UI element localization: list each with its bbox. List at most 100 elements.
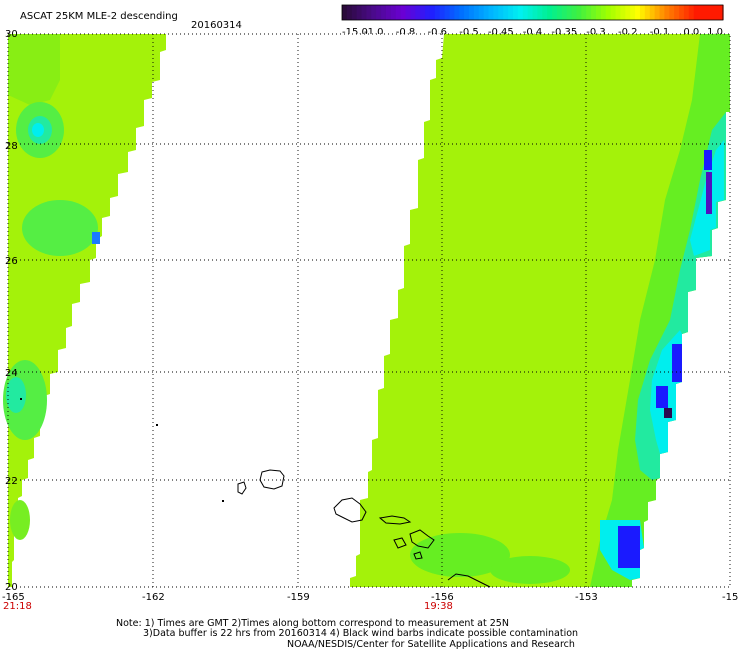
colorbar-swatch [576, 5, 582, 20]
small-island-mark-1 [156, 424, 158, 426]
footer-note-2: 3)Data buffer is 22 hrs from 20160314 4)… [143, 628, 578, 639]
colorbar-swatch [552, 5, 558, 20]
colorbar-swatch [420, 5, 426, 20]
colorbar-swatch [600, 5, 607, 20]
colorbar-swatch [542, 5, 548, 20]
swath-west-teal-2 [6, 377, 26, 413]
small-island-mark-2 [222, 500, 224, 502]
colorbar-swatch [498, 5, 504, 20]
colorbar-tick-label: -1.0 [364, 27, 384, 38]
lon-label-156: -156 [431, 592, 454, 603]
colorbar-swatch [351, 5, 358, 20]
swath-east-dark-1 [664, 408, 672, 418]
colorbar-swatch [503, 5, 509, 20]
colorbar-tick-label: -0.2 [618, 27, 638, 38]
niihau-coastline [237, 481, 247, 495]
colorbar-swatch [610, 5, 617, 20]
time-label-west: 21:18 [3, 601, 32, 612]
lat-label-24: 24 [5, 368, 18, 379]
colorbar-swatch [464, 5, 470, 20]
colorbar-swatch [688, 5, 695, 20]
swath-west-cyan-1 [32, 123, 44, 137]
colorbar-swatch [693, 5, 700, 20]
latitude-labels: 30 28 26 24 22 20 [5, 29, 18, 593]
colorbar-swatch [395, 5, 402, 20]
hawaii-coastlines [20, 398, 491, 588]
colorbar-frame [341, 4, 724, 21]
colorbar-swatch [679, 5, 685, 20]
colorbar-labels: -15.0-1.0 -0.8 -0.6 -0.5 -0.45 -0.4 -0.35 -0.3 -… [342, 27, 723, 38]
lat-label-26: 26 [5, 256, 18, 267]
colorbar-swatch [532, 5, 538, 20]
product-date: 20160314 [191, 20, 242, 31]
colorbar-swatch [698, 5, 705, 20]
swath-east-green-south [410, 533, 510, 577]
colorbar-swatch [454, 5, 460, 20]
colorbar-swatch [644, 5, 651, 20]
colorbar-swatch [713, 5, 719, 20]
swath-west-green-2 [22, 200, 98, 256]
colorbar-swatch [566, 5, 573, 20]
colorbar-swatch [376, 5, 382, 20]
colorbar-swatch [385, 5, 392, 20]
colorbar-swatch [473, 5, 480, 20]
map-panel [3, 33, 731, 588]
product-title: ASCAT 25KM MLE-2 descending [20, 11, 178, 22]
maui-coastline [409, 529, 435, 549]
colorbar-swatch [571, 5, 578, 20]
lon-label-150: -15 [722, 592, 738, 603]
colorbar-swatch [630, 5, 636, 20]
colorbar-swatch [512, 5, 519, 20]
colorbar-swatch [674, 5, 680, 20]
colorbar-swatch [620, 5, 626, 20]
colorbar-swatch [390, 5, 397, 20]
colorbar-swatch [664, 5, 670, 20]
colorbar-swatch [596, 5, 602, 20]
lat-label-22: 22 [5, 476, 18, 487]
swath-west-blue-cell [92, 232, 100, 244]
map-frame [7, 33, 731, 588]
colorbar-swatch [508, 5, 514, 20]
oahu-coastline [333, 497, 367, 523]
lat-label-28: 28 [5, 141, 18, 152]
colorbar-tick-label: -0.35 [551, 27, 577, 38]
colorbar-swatch [649, 5, 656, 20]
colorbar-swatch [469, 5, 475, 20]
colorbar-swatch [625, 5, 631, 20]
colorbar-tick-label: 1.0 [707, 27, 723, 38]
colorbar-swatch [561, 5, 568, 20]
swath-west-green-4 [10, 500, 30, 540]
colorbar-swatch [434, 5, 441, 20]
colorbar-swatch [669, 5, 675, 20]
colorbar-swatch [429, 5, 436, 20]
colorbar-swatch [346, 5, 353, 20]
colorbar-swatch [591, 5, 597, 20]
colorbar-tick-label: -0.6 [428, 27, 448, 38]
colorbar-swatch [459, 5, 465, 20]
colorbar-swatch [444, 5, 451, 20]
colorbar-tick-label: -0.5 [459, 27, 479, 38]
colorbar-tick-label: -0.4 [523, 27, 543, 38]
molokai-coastline [378, 515, 412, 525]
colorbar-swatch [400, 5, 407, 20]
colorbar-tick-label: -0.45 [488, 27, 514, 38]
colorbar-swatch [405, 5, 411, 20]
colorbar-swatch [439, 5, 446, 20]
hawaii-big-island-coastline [447, 573, 491, 588]
colorbar-tick-label: -0.8 [396, 27, 416, 38]
colorbar-swatch [547, 5, 553, 20]
kahoolawe-coastline [413, 551, 423, 560]
colorbar-tick-label: 0.0 [683, 27, 699, 38]
lon-label-165: -165 [2, 592, 25, 603]
swath-east-violet-1 [706, 172, 712, 214]
colorbar-swatch [659, 5, 665, 20]
colorbar-swatch [527, 5, 534, 20]
colorbar-swatch [371, 5, 377, 20]
kauai-coastline [259, 469, 285, 490]
colorbar-swatch [708, 5, 714, 20]
colorbar-swatch [483, 5, 490, 20]
colorbar-swatch [605, 5, 612, 20]
lat-label-20: 20 [5, 582, 18, 593]
swath-west-greenpatch [8, 34, 60, 105]
footer-credit: NOAA/NESDIS/Center for Satellite Applica… [287, 639, 575, 650]
